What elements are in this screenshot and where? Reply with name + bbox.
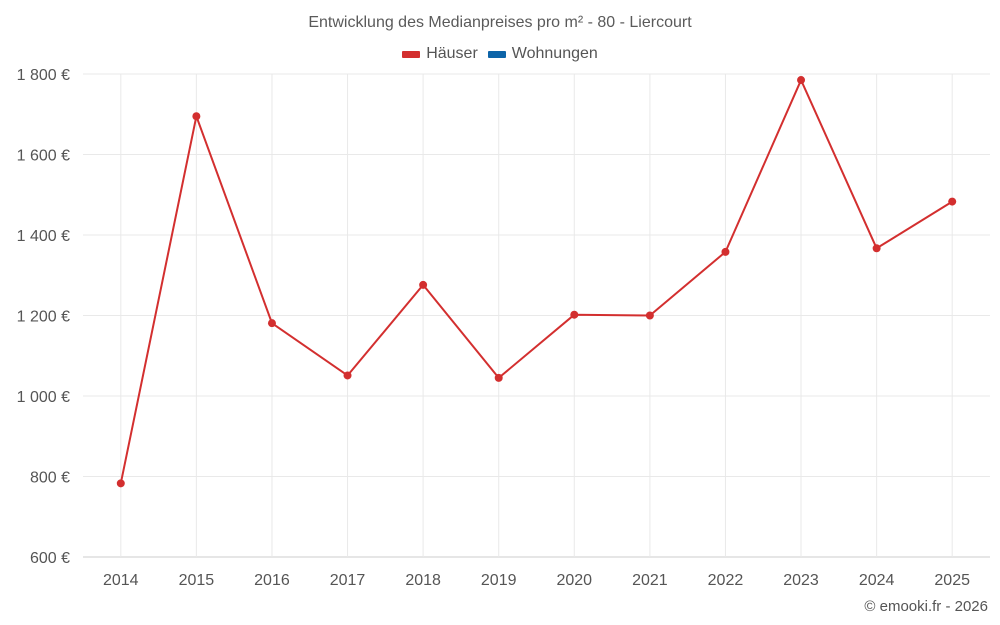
data-point-2017 [343, 371, 352, 380]
legend-swatch-apartments [487, 50, 506, 58]
data-point-2014 [116, 479, 125, 488]
legend: Häuser Wohnungen [0, 45, 1000, 63]
credit-text: © emooki.fr - 2026 [864, 598, 988, 615]
x-tick-label: 2025 [934, 572, 970, 589]
x-tick-label: 2024 [859, 572, 895, 589]
y-tick-label: 1 400 € [17, 228, 70, 245]
y-tick-label: 1 200 € [17, 309, 70, 326]
x-tick-label: 2022 [708, 572, 744, 589]
y-tick-label: 1 800 € [17, 67, 70, 84]
y-tick-label: 800 € [30, 470, 70, 487]
legend-item-apartments[interactable]: Wohnungen [487, 45, 598, 63]
x-tick-label: 2021 [632, 572, 668, 589]
legend-label-houses: Häuser [426, 45, 478, 62]
x-tick-label: 2020 [556, 572, 592, 589]
legend-swatch-houses [402, 50, 421, 58]
y-tick-label: 600 € [30, 550, 70, 567]
y-tick-label: 1 000 € [17, 389, 70, 406]
data-point-2016 [267, 319, 276, 328]
chart-title: Entwicklung des Medianpreises pro m² - 8… [308, 14, 692, 31]
x-tick-label: 2017 [330, 572, 366, 589]
data-point-2020 [570, 310, 579, 319]
x-tick-label: 2016 [254, 572, 290, 589]
x-tick-label: 2015 [179, 572, 215, 589]
x-tick-label: 2018 [405, 572, 441, 589]
data-point-2024 [872, 244, 881, 253]
series-line-houses [119, 79, 953, 484]
legend-label-apartments: Wohnungen [511, 45, 598, 62]
x-tick-label: 2014 [103, 572, 139, 589]
data-point-2019 [494, 373, 503, 382]
x-tick-label: 2023 [783, 572, 819, 589]
data-point-2018 [419, 280, 428, 289]
data-point-2021 [645, 311, 654, 320]
legend-item-houses[interactable]: Häuser [402, 45, 478, 63]
data-point-2022 [721, 247, 730, 256]
data-point-2025 [948, 197, 957, 206]
data-point-2015 [192, 112, 201, 121]
x-tick-label: 2019 [481, 572, 517, 589]
y-tick-label: 1 600 € [17, 148, 70, 165]
data-point-2023 [797, 76, 806, 85]
